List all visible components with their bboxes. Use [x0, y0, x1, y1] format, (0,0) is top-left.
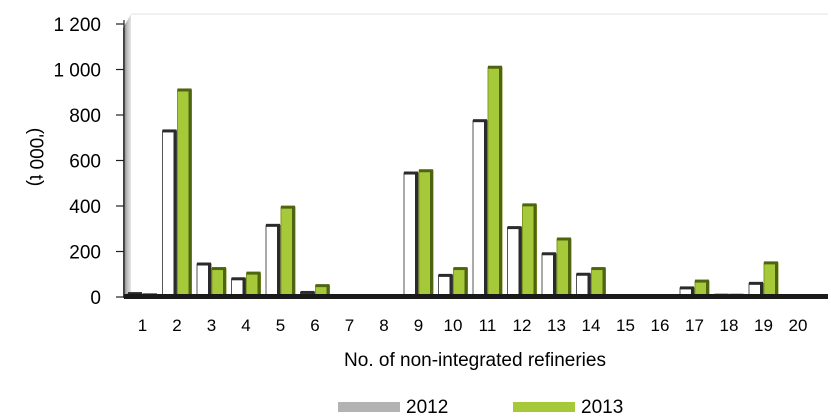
- bar-edge-2013-13: [568, 238, 571, 297]
- bar-edge-2012-12: [518, 227, 522, 297]
- bar-cap-2012-3: [197, 262, 211, 266]
- bar-cap-2012-17: [680, 286, 694, 290]
- bar-edge-2012-14: [587, 274, 591, 297]
- y-tick-label: 400: [69, 197, 101, 218]
- bar-edge-2012-11: [484, 120, 487, 297]
- bar-cap-2012-14: [576, 272, 591, 276]
- bar-cap-2012-2: [162, 129, 177, 133]
- bar-edge-2013-11: [499, 67, 502, 297]
- bar-edge-2013-10: [464, 268, 468, 297]
- bar-edge-2012-10: [449, 275, 453, 297]
- bars: [127, 65, 779, 298]
- x-tick-label: 17: [685, 316, 704, 335]
- bar-cap-2013-9: [419, 169, 433, 173]
- plot-side-wall: [123, 14, 131, 298]
- legend-swatch-2013: [513, 402, 575, 412]
- bar-cap-2013-17: [695, 279, 709, 283]
- bar-edge-2013-12: [533, 204, 537, 297]
- x-tick-label: 2: [172, 316, 181, 335]
- x-tick-label: 13: [547, 316, 566, 335]
- bar-edge-2012-5: [277, 225, 280, 297]
- x-tick-label: 10: [444, 316, 463, 335]
- bar-edge-2013-5: [292, 207, 295, 297]
- bar-edge-2012-13: [553, 253, 556, 297]
- bar-cap-2013-5: [281, 205, 295, 209]
- y-tick-label: 800: [69, 106, 101, 127]
- bar-cap-2012-13: [542, 252, 556, 256]
- y-tick-label: 0: [90, 288, 101, 309]
- bar-cap-2013-4: [246, 271, 261, 275]
- bar-edge-2013-4: [257, 273, 261, 297]
- bar-cap-2012-5: [266, 223, 280, 227]
- bar-cap-2013-2: [177, 88, 192, 92]
- x-tick-label: 5: [276, 316, 285, 335]
- bar-edge-2012-19: [760, 283, 763, 297]
- x-tick-label: 15: [616, 316, 635, 335]
- bar-cap-2013-3: [212, 267, 226, 271]
- legend-label-2013: 2013: [581, 397, 623, 418]
- x-tick-label: 18: [720, 316, 739, 335]
- bar-cap-2013-13: [557, 237, 571, 241]
- x-tick-label: 16: [651, 316, 670, 335]
- bar-edge-2012-3: [208, 264, 211, 297]
- x-axis-title: No. of non-integrated refineries: [344, 350, 606, 371]
- plot-floor: [124, 294, 828, 299]
- bar-cap-2013-10: [453, 267, 468, 271]
- x-tick-label: 20: [789, 316, 808, 335]
- x-tick-label: 6: [310, 316, 319, 335]
- x-tick-label: 19: [754, 316, 773, 335]
- bar-edge-2013-2: [188, 89, 192, 297]
- x-tick-label: 1: [138, 316, 147, 335]
- bar-edge-2012-9: [415, 173, 418, 297]
- bar-cap-2012-1: [128, 292, 142, 296]
- bar-edge-2013-3: [223, 268, 226, 297]
- bar-cap-2012-10: [438, 273, 453, 277]
- x-tick-label: 3: [207, 316, 216, 335]
- x-tick-label: 4: [241, 316, 250, 335]
- y-tick-label: 600: [69, 152, 101, 173]
- bar-cap-2013-11: [488, 65, 502, 69]
- legend-label-2012: 2012: [406, 397, 448, 418]
- x-tick-label: 9: [414, 316, 423, 335]
- y-tick-label: 1 000: [53, 61, 101, 82]
- x-tick-label: 7: [345, 316, 354, 335]
- bar-edge-2013-19: [775, 262, 778, 297]
- y-axis-title: ('000 t): [25, 128, 46, 187]
- y-tick-label: 1 200: [53, 15, 101, 36]
- x-tick-label: 14: [582, 316, 601, 335]
- x-tick-label: 8: [379, 316, 388, 335]
- x-tick-label: 12: [513, 316, 532, 335]
- bar-cap-2013-12: [522, 203, 537, 207]
- legend-swatch-2012: [338, 402, 400, 412]
- bar-edge-2013-6: [326, 285, 330, 297]
- x-axis: 1 2 3 4 5 6 7 8 9 10 11 12 13 14 15 16 17 18 19 20: [138, 316, 808, 335]
- bar-cap-2013-14: [591, 267, 606, 271]
- bar-cap-2012-6: [300, 290, 315, 294]
- bar-cap-2013-6: [315, 284, 330, 288]
- bar-cap-2013-19: [764, 261, 778, 265]
- bar-cap-2012-4: [231, 277, 246, 281]
- bar-cap-2012-9: [404, 171, 418, 175]
- bar-edge-2012-2: [173, 130, 177, 297]
- y-tick-label: 200: [69, 243, 101, 264]
- bar-edge-2013-14: [602, 268, 606, 297]
- x-tick-label: 11: [479, 316, 497, 335]
- bar-edge-2012-17: [691, 287, 694, 297]
- legend: 2012 2013: [338, 397, 623, 418]
- bar-cap-2012-19: [749, 281, 763, 285]
- bar-cap-2012-12: [507, 226, 522, 230]
- bar-edge-2013-9: [430, 170, 433, 297]
- bar-edge-2012-4: [242, 278, 246, 297]
- bar-cap-2012-11: [473, 119, 487, 123]
- bar-edge-2013-17: [706, 281, 709, 297]
- y-axis: 0 200 400 600 800 1 000 1 200: [53, 15, 125, 309]
